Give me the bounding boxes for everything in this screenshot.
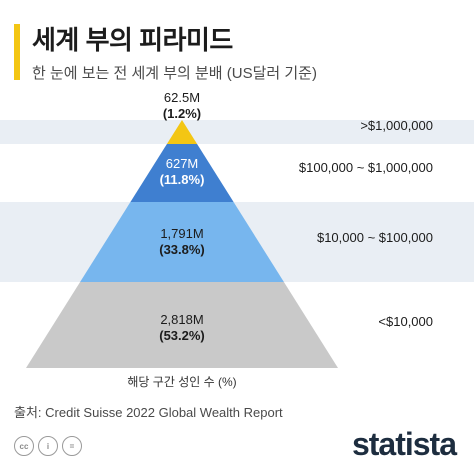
equals-icon: =	[62, 436, 82, 456]
tier-wealth-range-label: $10,000 ~ $100,000	[317, 230, 433, 245]
tier-adults-label: 1,791M	[160, 226, 203, 241]
tier-adults-label: 627M	[166, 156, 199, 171]
tier-band-bg	[0, 120, 474, 144]
source-note: 출처: Credit Suisse 2022 Global Wealth Rep…	[14, 405, 283, 420]
title-accent-bar	[14, 24, 20, 80]
pyramid-chart: 62.5M(1.2%) >$1,000,000 627M(11.8%) $100,00…	[0, 90, 474, 389]
chart-subtitle: 한 눈에 보는 전 세계 부의 분배 (US달러 기준)	[32, 65, 317, 82]
tier-adults-label: 2,818M	[160, 312, 203, 327]
tier-wealth-range-label: $100,000 ~ $1,000,000	[299, 160, 433, 175]
pyramid-tier	[130, 144, 234, 202]
tier-wealth-range-label: >$1,000,000	[360, 118, 433, 133]
pyramid-tier	[166, 120, 198, 144]
x-axis-label: 해당 구간 성인 수 (%)	[127, 375, 236, 389]
tier-adults-label: 62.5M	[164, 90, 200, 105]
tier-share-label: (11.8%)	[160, 172, 205, 187]
pyramid-tier	[26, 282, 338, 368]
license-icons: cc i =	[14, 436, 82, 456]
statista-logo: statista	[351, 426, 457, 462]
tier-share-label: (1.2%)	[163, 106, 201, 121]
cc-icon: cc	[14, 436, 34, 456]
pyramid-tier	[80, 202, 284, 282]
chart-title: 세계 부의 피라미드	[32, 25, 233, 55]
person-icon: i	[38, 436, 58, 456]
tier-wealth-range-label: <$10,000	[378, 314, 433, 329]
tier-share-label: (33.8%)	[159, 242, 205, 257]
tier-share-label: (53.2%)	[159, 328, 205, 343]
